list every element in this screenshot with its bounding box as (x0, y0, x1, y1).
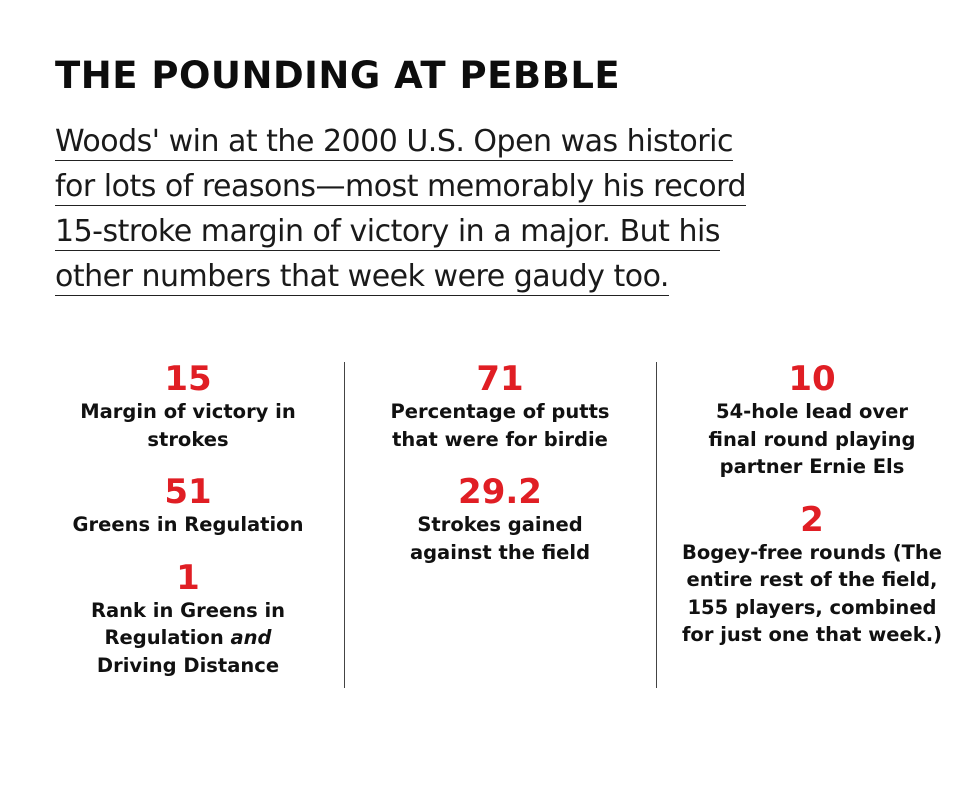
stat-value: 71 (476, 359, 524, 399)
stat-value: 1 (176, 557, 200, 598)
stat-label: Bogey-free rounds (The entire rest of th… (681, 540, 943, 647)
stats-column-3: 10 54-hole lead over final round playing… (667, 360, 957, 669)
stat-54-hole-lead: 10 54-hole lead over final round playing… (667, 360, 957, 481)
intro-line: 15-stroke margin of victory in a major. … (55, 214, 720, 251)
stat-value: 2 (800, 499, 824, 540)
stat-margin-of-victory: 15 Margin of victory in strokes (43, 360, 333, 453)
stat-label: Margin of victory in strokes (80, 400, 296, 451)
column-divider (344, 362, 345, 688)
stat-label: Percentage of putts that were for birdie (390, 400, 610, 451)
stats-column-1: 15 Margin of victory in strokes 51 Green… (43, 360, 333, 699)
stat-greens-in-regulation: 51 Greens in Regulation (43, 473, 333, 539)
stat-strokes-gained: 29.2 Strokes gained against the field (355, 473, 645, 566)
stat-label: Greens in Regulation (72, 513, 304, 536)
intro-line: Woods' win at the 2000 U.S. Open was his… (55, 124, 733, 161)
stat-label-emphasis: and (230, 626, 272, 649)
stat-value: 15 (164, 359, 212, 399)
intro-line: other numbers that week were gaudy too. (55, 259, 669, 296)
stat-label: 54-hole lead over final round playing pa… (708, 400, 916, 478)
stat-value: 10 (788, 359, 836, 399)
stat-birdie-putts: 71 Percentage of putts that were for bir… (355, 360, 645, 453)
column-divider (656, 362, 657, 688)
stat-rank: 1 Rank in Greens in Regulation and Drivi… (43, 559, 333, 680)
intro-line: for lots of reasons—most memorably his r… (55, 169, 747, 206)
stat-label-part: Rank in Greens in Regulation (90, 598, 286, 650)
stat-label-part: Driving Distance (96, 653, 280, 677)
page-title: THE POUNDING AT PEBBLE (55, 54, 621, 97)
stat-bogey-free-rounds: 2 Bogey-free rounds (The entire rest of … (667, 501, 957, 649)
stat-value: 29.2 (458, 472, 542, 512)
stat-label: Rank in Greens in Regulation and Driving… (68, 597, 308, 680)
stat-value: 51 (164, 472, 212, 512)
stats-column-2: 71 Percentage of putts that were for bir… (355, 360, 645, 586)
intro-paragraph: Woods' win at the 2000 U.S. Open was his… (55, 124, 747, 305)
stat-label: Strokes gained against the field (409, 513, 591, 564)
